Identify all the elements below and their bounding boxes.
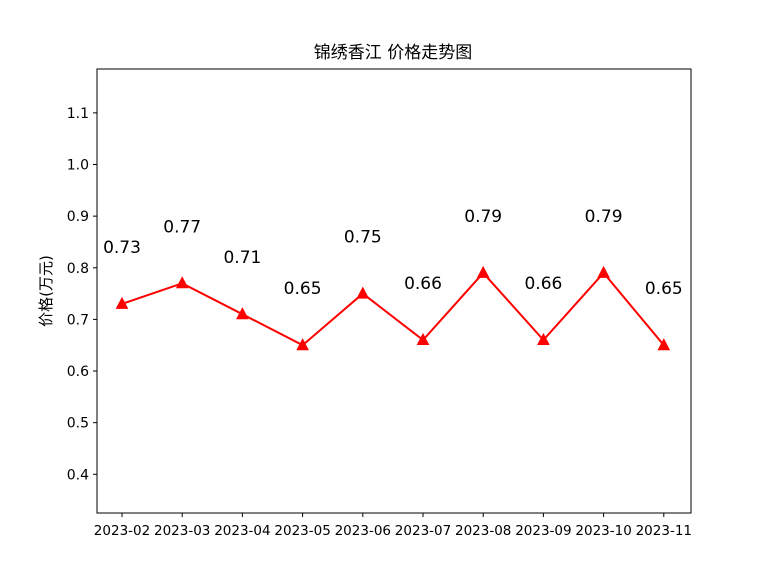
data-label: 0.65 — [645, 279, 683, 299]
y-tick-label: 0.9 — [67, 209, 89, 225]
data-point-marker — [476, 265, 490, 278]
data-point-marker — [296, 338, 309, 351]
x-tick-label: 2023-09 — [515, 523, 571, 539]
data-label: 0.65 — [284, 279, 322, 299]
y-tick-label: 0.5 — [67, 416, 89, 432]
data-point-marker — [597, 265, 610, 278]
series-line — [121, 271, 665, 347]
x-tick-label: 2023-06 — [335, 523, 391, 539]
data-point-marker — [356, 286, 370, 299]
x-tick-label: 2023-02 — [94, 523, 150, 539]
data-point-marker — [115, 296, 129, 309]
data-label: 0.66 — [524, 274, 562, 294]
x-tick-label: 2023-07 — [395, 523, 451, 539]
data-label: 0.79 — [585, 207, 623, 227]
data-label: 0.73 — [103, 238, 141, 258]
y-tick-label: 1.1 — [67, 106, 89, 122]
data-label: 0.75 — [344, 228, 382, 248]
y-tick-label: 0.4 — [67, 467, 89, 483]
x-tick-label: 2023-08 — [455, 523, 511, 539]
data-label: 0.71 — [223, 248, 261, 268]
y-tick-label: 1.0 — [67, 158, 89, 174]
x-tick-label: 2023-04 — [214, 523, 270, 539]
data-label: 0.79 — [464, 207, 502, 227]
chart-title: 锦绣香江 价格走势图 — [314, 43, 472, 63]
plot-frame — [96, 68, 692, 514]
y-tick-label: 0.6 — [67, 364, 89, 380]
data-label: 0.66 — [404, 274, 442, 294]
data-point-marker — [236, 307, 249, 320]
x-tick-label: 2023-10 — [575, 523, 631, 539]
data-point-marker — [416, 332, 430, 345]
x-tick-label: 2023-03 — [154, 523, 210, 539]
y-tick-label: 0.7 — [67, 312, 89, 328]
x-tick-label: 2023-05 — [274, 523, 330, 539]
data-label: 0.77 — [163, 217, 201, 237]
data-point-marker — [657, 338, 671, 351]
y-axis-label: 价格(万元) — [37, 255, 55, 327]
data-point-marker — [537, 332, 550, 345]
y-tick-label: 0.8 — [67, 261, 89, 277]
x-tick-label: 2023-11 — [636, 523, 692, 539]
data-point-marker — [175, 276, 189, 289]
